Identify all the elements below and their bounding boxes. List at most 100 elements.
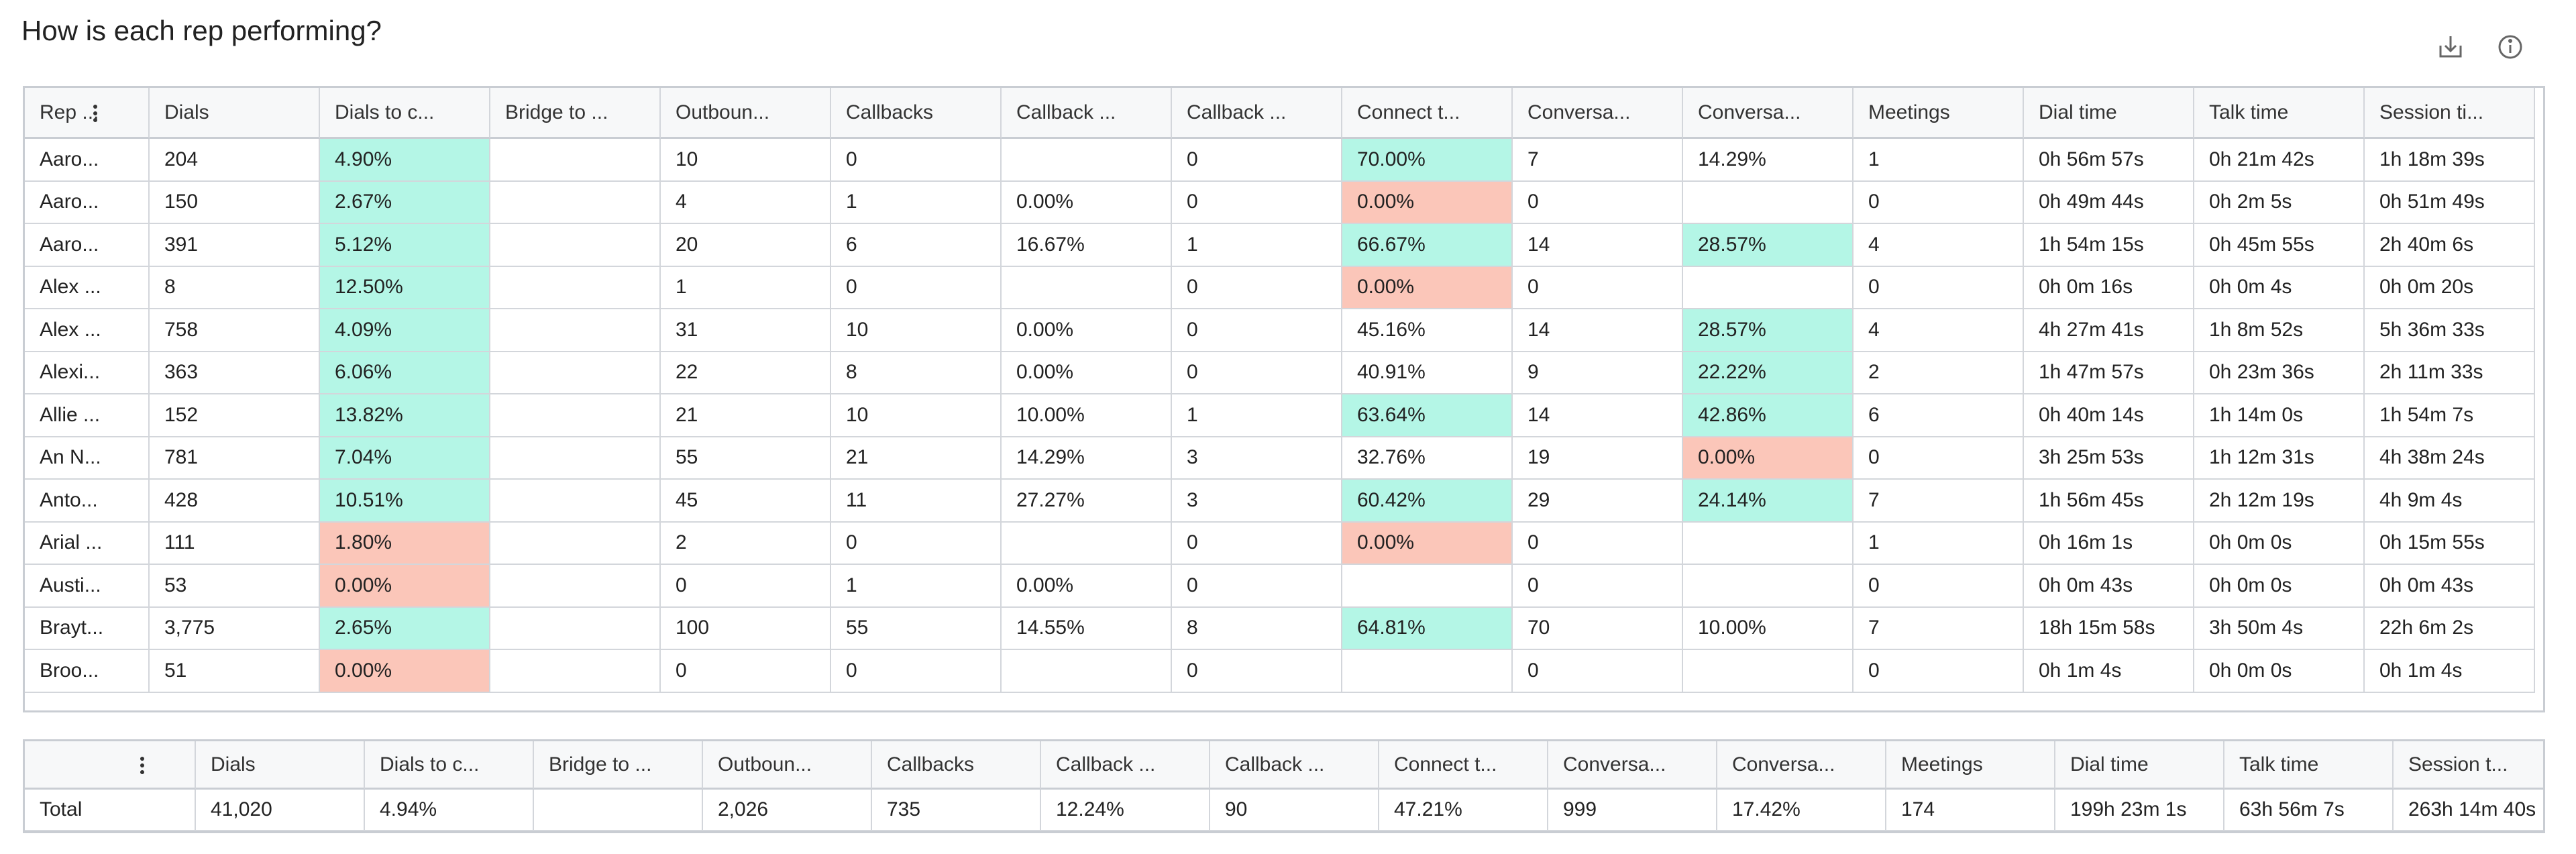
download-icon[interactable]: [2439, 36, 2462, 58]
cell-text: 3: [1187, 488, 1198, 511]
table-cell: [490, 224, 661, 267]
table-cell: 6: [831, 224, 1002, 267]
table-cell: 4h 9m 4s: [2365, 480, 2535, 523]
cell-text: Rep ...: [40, 101, 99, 123]
table-cell: 1h 12m 31s: [2194, 437, 2365, 480]
column-header[interactable]: Callback ...: [1041, 741, 1210, 790]
column-header[interactable]: Dials to c...: [365, 741, 534, 790]
cell-text: 70: [1527, 617, 1550, 639]
column-header[interactable]: [25, 741, 196, 790]
table-cell: 0h 15m 55s: [2365, 522, 2535, 565]
column-header[interactable]: Connect t...: [1379, 741, 1548, 790]
total-cell: Total: [25, 790, 196, 831]
cell-text: 0: [1527, 659, 1539, 682]
cell-text: 0h 40m 14s: [2039, 403, 2144, 426]
column-header[interactable]: Outboun...: [703, 741, 872, 790]
column-header[interactable]: Meetings: [1854, 88, 2024, 139]
cell-text: 1h 47m 57s: [2039, 361, 2144, 384]
table-cell: 55: [831, 607, 1002, 650]
cell-text: 22.22%: [1698, 361, 1766, 384]
table-cell: 14: [1513, 224, 1683, 267]
cell-text: 28.57%: [1698, 318, 1766, 341]
column-header[interactable]: Talk time: [2194, 88, 2365, 139]
cell-text: 0: [676, 659, 687, 682]
column-header[interactable]: Session t...: [2394, 741, 2543, 790]
highlight-cell: 13.82%: [320, 394, 490, 437]
cell-text: 363: [164, 361, 199, 384]
column-header[interactable]: Conversa...: [1717, 741, 1886, 790]
column-header[interactable]: Connect t...: [1342, 88, 1513, 139]
column-header[interactable]: Bridge to ...: [534, 741, 703, 790]
column-header[interactable]: Dial time: [2024, 88, 2194, 139]
table-cell: 7: [1513, 139, 1683, 182]
table-cell: 0: [1172, 352, 1342, 394]
table-cell: 0: [1513, 522, 1683, 565]
table-cell: 70: [1513, 607, 1683, 650]
column-header[interactable]: Conversa...: [1513, 88, 1683, 139]
info-icon[interactable]: [2498, 35, 2522, 59]
column-header[interactable]: Dials to c...: [320, 88, 490, 139]
cell-text: Callbacks: [887, 753, 975, 776]
cell-text: 781: [164, 446, 199, 469]
table-cell: 0: [1513, 266, 1683, 309]
cell-text: 2.67%: [335, 191, 392, 213]
cell-text: 2h 12m 19s: [2209, 488, 2314, 511]
table-cell: 0h 0m 43s: [2365, 565, 2535, 608]
cell-text: Callback ...: [1016, 101, 1116, 123]
column-header[interactable]: Callback ...: [1210, 741, 1379, 790]
column-header[interactable]: Dial time: [2055, 741, 2224, 790]
cell-text: 45: [676, 488, 698, 511]
cell-text: 758: [164, 318, 199, 341]
column-header[interactable]: Session ti...: [2365, 88, 2535, 139]
table-cell: 0h 0m 0s: [2194, 650, 2365, 693]
column-header[interactable]: Dials: [150, 88, 320, 139]
table-cell: 2h 11m 33s: [2365, 352, 2535, 394]
table-cell: [490, 181, 661, 224]
column-header[interactable]: Outboun...: [661, 88, 831, 139]
cell-text: Bridge to ...: [549, 753, 652, 776]
column-header[interactable]: Rep ...: [25, 88, 150, 139]
table-cell: Austi...: [25, 565, 150, 608]
cell-text: 0: [1868, 574, 1880, 596]
column-header[interactable]: Conversa...: [1548, 741, 1717, 790]
cell-text: Anto...: [40, 488, 98, 511]
highlight-cell: 7.04%: [320, 437, 490, 480]
column-header[interactable]: Callbacks: [872, 741, 1041, 790]
cell-text: 17.42%: [1732, 798, 1801, 820]
column-header[interactable]: Callback ...: [1172, 88, 1342, 139]
cell-text: An N...: [40, 446, 101, 469]
cell-text: 1: [1187, 233, 1198, 256]
cell-text: 0h 45m 55s: [2209, 233, 2314, 256]
table-cell: 11: [831, 480, 1002, 523]
table-cell: 5h 36m 33s: [2365, 309, 2535, 352]
highlight-cell: 28.57%: [1683, 224, 1854, 267]
highlight-cell: 0.00%: [1342, 522, 1513, 565]
column-menu[interactable]: [139, 755, 146, 776]
column-header[interactable]: Callback ...: [1002, 88, 1172, 139]
column-header[interactable]: Conversa...: [1683, 88, 1854, 139]
table-cell: An N...: [25, 437, 150, 480]
column-header[interactable]: Meetings: [1886, 741, 2055, 790]
table-cell: 2h 40m 6s: [2365, 224, 2535, 267]
table-cell: [490, 266, 661, 309]
cell-text: 0: [1187, 318, 1198, 341]
column-header[interactable]: Callbacks: [831, 88, 1002, 139]
column-header[interactable]: Bridge to ...: [490, 88, 661, 139]
table-cell: 27.27%: [1002, 480, 1172, 523]
column-header[interactable]: Dials: [196, 741, 365, 790]
cell-text: 0h 21m 42s: [2209, 148, 2314, 170]
table-cell: 0: [1172, 522, 1342, 565]
cell-text: 0: [1527, 276, 1539, 299]
table-cell: 9: [1513, 352, 1683, 394]
table-cell: [1683, 565, 1854, 608]
total-cell: 17.42%: [1717, 790, 1886, 831]
cell-text: 0.00%: [1698, 446, 1756, 469]
table-cell: 0.00%: [1002, 565, 1172, 608]
highlight-cell: 10.51%: [320, 480, 490, 523]
cell-text: Brayt...: [40, 617, 104, 639]
cell-text: 0: [1187, 659, 1198, 682]
cell-text: 150: [164, 191, 199, 213]
column-header[interactable]: Talk time: [2224, 741, 2394, 790]
column-menu[interactable]: [92, 103, 99, 123]
table-cell: 4: [1854, 224, 2024, 267]
